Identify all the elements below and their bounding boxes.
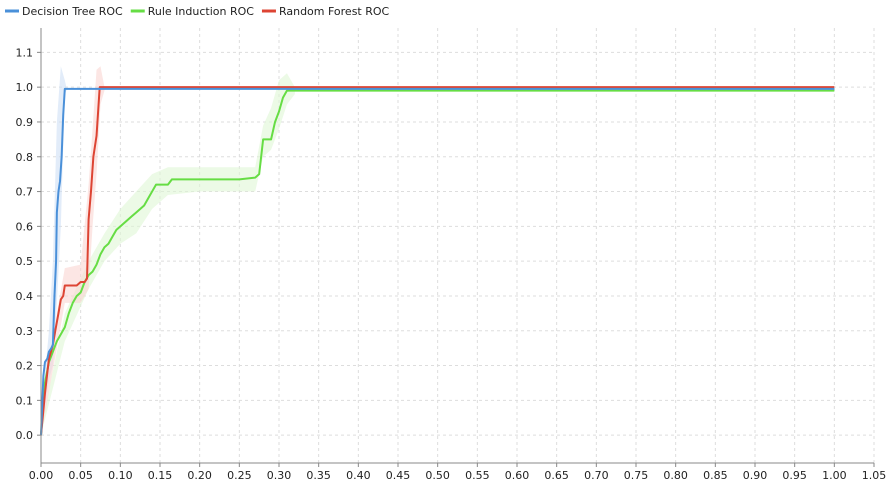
legend-item: Rule Induction ROC [130,5,255,18]
y-tick-label: 0.9 [16,116,34,129]
legend-label: Rule Induction ROC [148,5,255,18]
x-tick-label: 1.00 [822,469,847,482]
series-line [40,87,835,436]
x-tick-label: 0.30 [267,469,292,482]
axes: 0.00 0.05 0.10 0.15 0.20 0.25 0.30 0.35 0.40 0.45… [16,28,887,482]
x-tick-label: 0.55 [465,469,490,482]
x-tick-label: 0.65 [544,469,569,482]
y-tick-label: 0.7 [16,186,34,199]
y-tick-label: 0.2 [16,360,34,373]
legend-label: Random Forest ROC [279,5,390,18]
x-tick-label: 0.35 [306,469,331,482]
y-tick-label: 0.5 [16,255,34,268]
x-tick-label: 0.20 [187,469,212,482]
x-tick-label: 0.45 [386,469,411,482]
series-line [40,89,835,436]
x-tick-label: 1.05 [862,469,887,482]
y-tick-label: 1.1 [16,46,34,59]
x-tick-label: 0.90 [743,469,768,482]
y-tick-label: 1.0 [16,81,34,94]
x-tick-label: 0.50 [425,469,450,482]
grid [40,28,875,463]
confidence-band [41,66,67,436]
x-tick-label: 0.80 [663,469,688,482]
legend: Decision Tree ROC Rule Induction ROC Rando… [5,5,390,18]
x-tick-label: 0.95 [782,469,807,482]
x-tick-label: 0.75 [624,469,649,482]
series-lines [40,86,835,436]
x-tick-label: 0.00 [29,469,54,482]
x-tick-label: 0.60 [505,469,530,482]
y-tick-label: 0.8 [16,151,34,164]
x-tick-label: 0.85 [703,469,728,482]
x-tick-label: 0.25 [227,469,252,482]
x-tick-label: 0.70 [584,469,609,482]
x-tick-label: 0.05 [68,469,93,482]
x-tick-label: 0.40 [346,469,371,482]
y-tick-label: 0.6 [16,220,34,233]
x-tick-label: 0.10 [108,469,133,482]
y-tick-label: 0.0 [16,429,34,442]
legend-item: Random Forest ROC [261,5,390,18]
y-tick-label: 0.1 [16,394,34,407]
y-tick-label: 0.3 [16,325,34,338]
legend-item: Decision Tree ROC [5,5,123,18]
plot-area [41,28,874,463]
legend-label: Decision Tree ROC [22,5,123,18]
x-tick-label: 0.15 [148,469,173,482]
y-tick-label: 0.4 [16,290,34,303]
